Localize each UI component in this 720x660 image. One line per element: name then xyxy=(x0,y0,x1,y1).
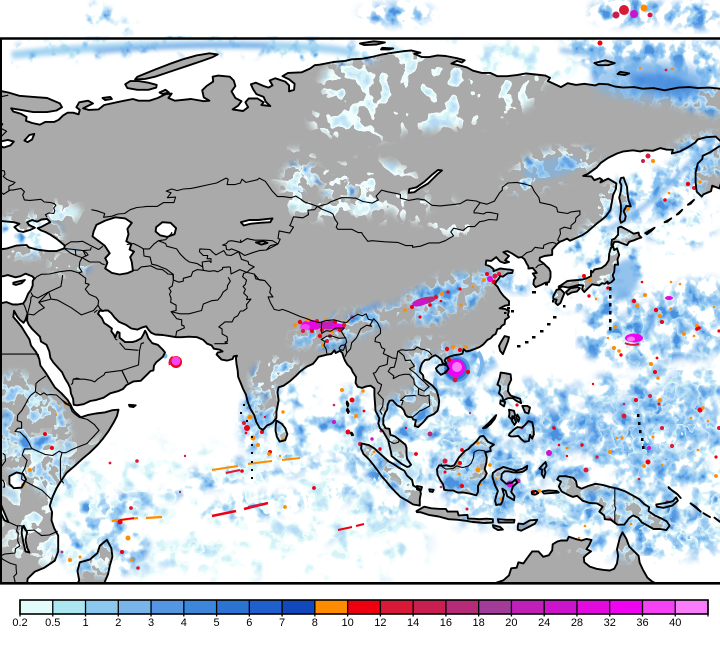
svg-text:2: 2 xyxy=(115,617,121,629)
svg-text:6: 6 xyxy=(246,617,252,629)
svg-text:8: 8 xyxy=(312,617,318,629)
svg-text:1: 1 xyxy=(82,617,88,629)
svg-text:7: 7 xyxy=(279,617,285,629)
svg-text:32: 32 xyxy=(604,617,616,629)
svg-text:0.5: 0.5 xyxy=(45,617,60,629)
svg-text:5: 5 xyxy=(214,617,220,629)
svg-text:12: 12 xyxy=(374,617,386,629)
svg-text:36: 36 xyxy=(636,617,648,629)
svg-text:24: 24 xyxy=(538,617,550,629)
svg-text:20: 20 xyxy=(505,617,517,629)
svg-text:14: 14 xyxy=(407,617,419,629)
svg-text:28: 28 xyxy=(571,617,583,629)
svg-text:40: 40 xyxy=(669,617,681,629)
svg-text:10: 10 xyxy=(341,617,353,629)
svg-text:16: 16 xyxy=(440,617,452,629)
svg-text:18: 18 xyxy=(473,617,485,629)
svg-text:4: 4 xyxy=(181,617,187,629)
svg-text:0.2: 0.2 xyxy=(12,617,27,629)
svg-text:3: 3 xyxy=(148,617,154,629)
